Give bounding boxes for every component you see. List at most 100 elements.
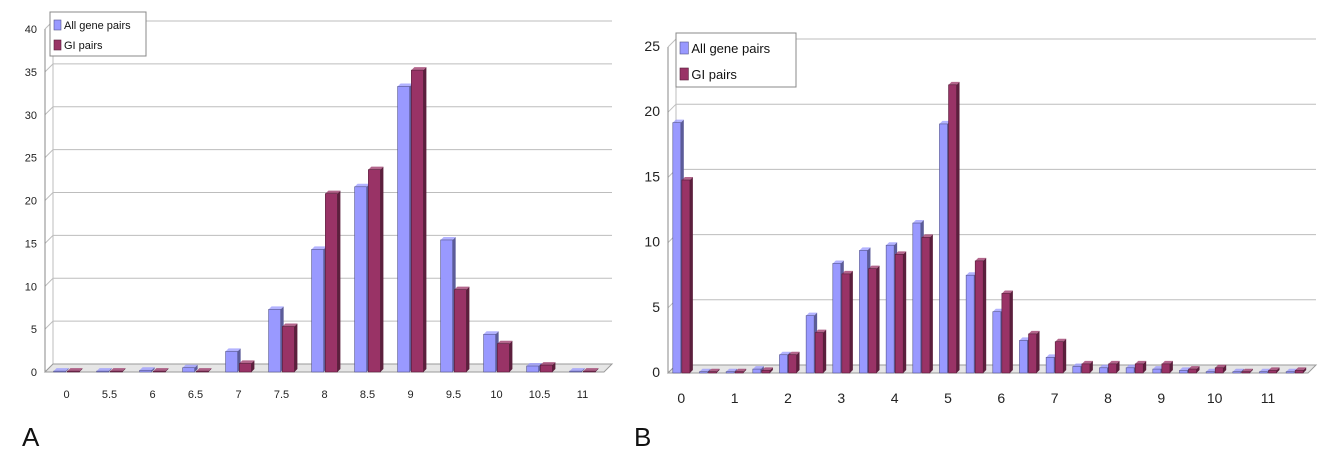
y-tick-label: 0 (652, 364, 660, 380)
legend-label: All gene pairs (64, 20, 131, 32)
bar-all-gene-pairs (526, 362, 542, 373)
x-tick-label: 6.5 (188, 389, 203, 401)
chart-panel-b: 0 5 10 15 20 25 0 1 2 3 4 5 6 7 8 9 10 11 All gene pairs GI… (628, 0, 1320, 456)
x-tick-label: 11 (577, 389, 588, 401)
bar-gi-pairs (841, 270, 853, 374)
y-tick-label: 10 (25, 281, 37, 293)
legend-label: GI pairs (64, 40, 103, 52)
bar-all-gene-pairs (225, 348, 241, 373)
chart-panel-a: 0 5 10 15 20 25 30 35 40 0 5.5 6 6.5 7 7.5 8 8.5 9 9.5 10 10… (0, 0, 620, 456)
bar-gi-pairs (497, 340, 513, 373)
bar-all-gene-pairs (182, 364, 198, 373)
bar-gi-pairs (368, 166, 384, 373)
bar-all-gene-pairs (268, 306, 284, 373)
x-tick-label: 3 (837, 390, 845, 406)
bar-all-gene-pairs (569, 368, 585, 373)
gridline-side (44, 149, 54, 158)
y-tick-label: 5 (652, 299, 660, 315)
y-tick-label: 40 (25, 24, 37, 36)
y-tick-label: 20 (644, 103, 660, 119)
y-tick-label: 30 (25, 110, 37, 122)
legend: All gene pairs GI pairs (49, 11, 147, 57)
bar-all-gene-pairs (311, 246, 327, 373)
gridline-side (44, 106, 54, 116)
bar-gi-pairs (67, 368, 83, 373)
legend-label: GI pairs (691, 67, 737, 82)
chart-a: 0 5 10 15 20 25 30 35 40 0 5.5 6 6.5 7 7.5 8 8.5 9 9.5 10 10… (25, 11, 614, 401)
x-tick-label: 2 (784, 390, 792, 406)
bar-all-gene-pairs (96, 368, 112, 373)
panel-label-a: A (22, 422, 40, 452)
bar-gi-pairs (814, 329, 827, 374)
legend-swatch (53, 19, 62, 31)
x-tick-label: 5.5 (102, 389, 117, 401)
chart-b: 0 5 10 15 20 25 0 1 2 3 4 5 6 7 8 9 10 11 All gene pairs GI… (644, 32, 1318, 406)
y-tick-label: 15 (25, 238, 37, 250)
legend: All gene pairs GI pairs (675, 32, 797, 88)
x-tick-label: 9.5 (446, 389, 461, 401)
gridline-side (44, 192, 54, 201)
gridline-side (667, 38, 677, 48)
bar-gi-pairs (411, 67, 427, 373)
legend-swatch (679, 67, 689, 81)
bar-all-gene-pairs (752, 366, 764, 374)
legend-swatch (53, 39, 62, 51)
x-tick-label: 11 (1261, 390, 1276, 406)
bar-gi-pairs (325, 190, 341, 373)
bar-gi-pairs (1241, 368, 1253, 374)
bar-all-gene-pairs (139, 367, 155, 373)
x-tick-label: 0 (677, 390, 685, 406)
gridline-side (44, 320, 54, 330)
y-tick-label: 15 (644, 168, 660, 184)
y-tick-label: 0 (31, 367, 37, 379)
bar-gi-pairs (974, 257, 987, 374)
x-tick-label: 9 (407, 389, 413, 401)
x-tick-label: 8.5 (360, 389, 375, 401)
x-tick-label: 9 (1157, 390, 1165, 406)
x-tick-label: 6 (997, 390, 1005, 406)
bar-all-gene-pairs (53, 368, 69, 373)
bar-gi-pairs (239, 360, 255, 373)
bar-gi-pairs (708, 368, 720, 374)
bar-gi-pairs (454, 286, 470, 373)
bar-gi-pairs (868, 265, 880, 374)
legend-swatch (679, 41, 689, 55)
x-tick-label: 5 (944, 390, 952, 406)
bar-gi-pairs (1134, 360, 1147, 374)
y-tick-label: 20 (25, 196, 37, 208)
bar-gi-pairs (1028, 330, 1040, 374)
x-tick-label: 8 (1104, 390, 1112, 406)
x-tick-label: 4 (891, 390, 899, 406)
bar-gi-pairs (788, 351, 800, 374)
bar-all-gene-pairs (483, 331, 499, 373)
bar-all-gene-pairs (725, 368, 738, 374)
bar-all-gene-pairs (354, 183, 370, 373)
gridline-side (667, 103, 677, 113)
bar-gi-pairs (1081, 360, 1093, 374)
bar-gi-pairs (196, 368, 212, 373)
y-tick-label: 5 (31, 324, 37, 336)
gridline-side (44, 63, 54, 73)
bar-all-gene-pairs (440, 236, 456, 373)
bar-gi-pairs (1001, 290, 1013, 374)
bar-gi-pairs (761, 367, 773, 374)
bar-gi-pairs (948, 81, 960, 374)
x-tick-label: 10.5 (529, 389, 550, 401)
x-tick-label: 8 (321, 389, 327, 401)
bar-all-gene-pairs (397, 83, 413, 373)
y-tick-label: 25 (25, 153, 37, 165)
x-tick-label: 7.5 (274, 389, 289, 401)
panel-label-b: B (634, 422, 652, 452)
bar-gi-pairs (282, 323, 298, 373)
bar-gi-pairs (1268, 367, 1280, 374)
bar-all-gene-pairs (699, 368, 711, 374)
legend-box (49, 11, 147, 57)
bar-gi-pairs (1294, 367, 1307, 374)
bar-gi-pairs (153, 368, 169, 373)
legend-label: All gene pairs (691, 41, 770, 56)
x-tick-label: 7 (235, 389, 241, 401)
y-tick-label: 35 (25, 67, 37, 79)
bar-gi-pairs (540, 362, 556, 373)
x-tick-label: 10 (1207, 390, 1223, 406)
bar-gi-pairs (1054, 338, 1067, 374)
